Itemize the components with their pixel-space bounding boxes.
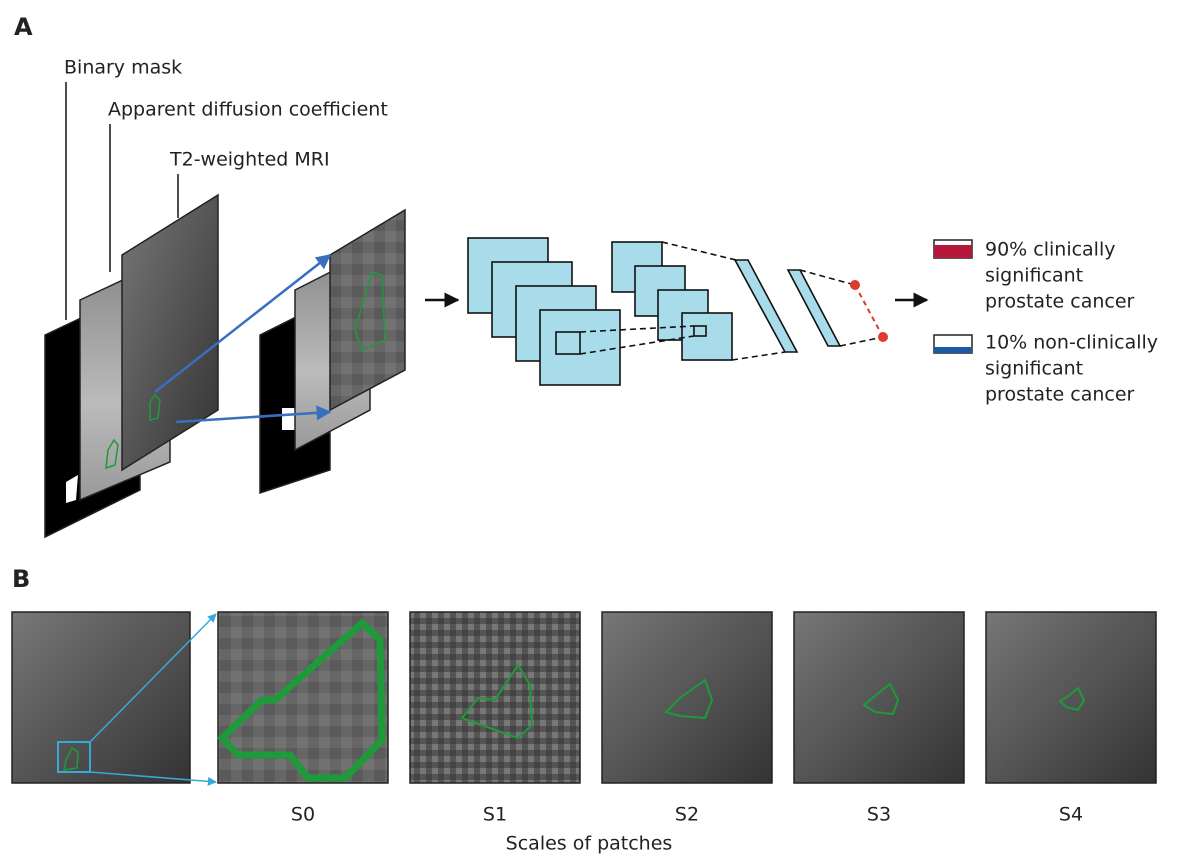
output-text: significant — [985, 265, 1083, 287]
connector — [662, 242, 736, 260]
output-text: prostate cancer — [985, 384, 1135, 406]
panel-label: A — [14, 13, 33, 41]
dense-layer — [788, 270, 840, 346]
output-node — [850, 280, 860, 290]
scale-patch — [986, 612, 1156, 783]
scale-label: S3 — [867, 804, 891, 826]
output-text: 10% non-clinically — [985, 332, 1158, 354]
t2-slice — [122, 195, 218, 470]
scale-patch — [602, 612, 772, 783]
connector — [732, 352, 785, 360]
connector — [840, 337, 883, 346]
scale-patch — [410, 612, 580, 783]
caption: Scales of patches — [506, 833, 673, 855]
output-text: significant — [985, 358, 1083, 380]
full-slice — [12, 612, 190, 783]
probability-fill — [934, 347, 972, 353]
output-link — [855, 285, 883, 337]
t2-patch — [330, 210, 405, 410]
scale-label: S0 — [291, 804, 315, 826]
layer-label: Binary mask — [64, 57, 182, 79]
scale-label: S1 — [483, 804, 507, 826]
scale-label: S2 — [675, 804, 699, 826]
output-text: 90% clinically — [985, 239, 1116, 261]
layer-label: T2-weighted MRI — [169, 149, 330, 171]
dense-layer — [735, 260, 797, 352]
output-node — [878, 332, 888, 342]
scale-label: S4 — [1059, 804, 1083, 826]
scale-patch — [794, 612, 964, 783]
connector — [800, 270, 855, 285]
layer-label: Apparent diffusion coefficient — [108, 99, 388, 121]
panel-label: B — [12, 565, 30, 593]
probability-fill — [934, 245, 972, 258]
figure: A Binary mask Apparent diffusion coeffic… — [0, 0, 1178, 858]
output-text: prostate cancer — [985, 291, 1135, 313]
